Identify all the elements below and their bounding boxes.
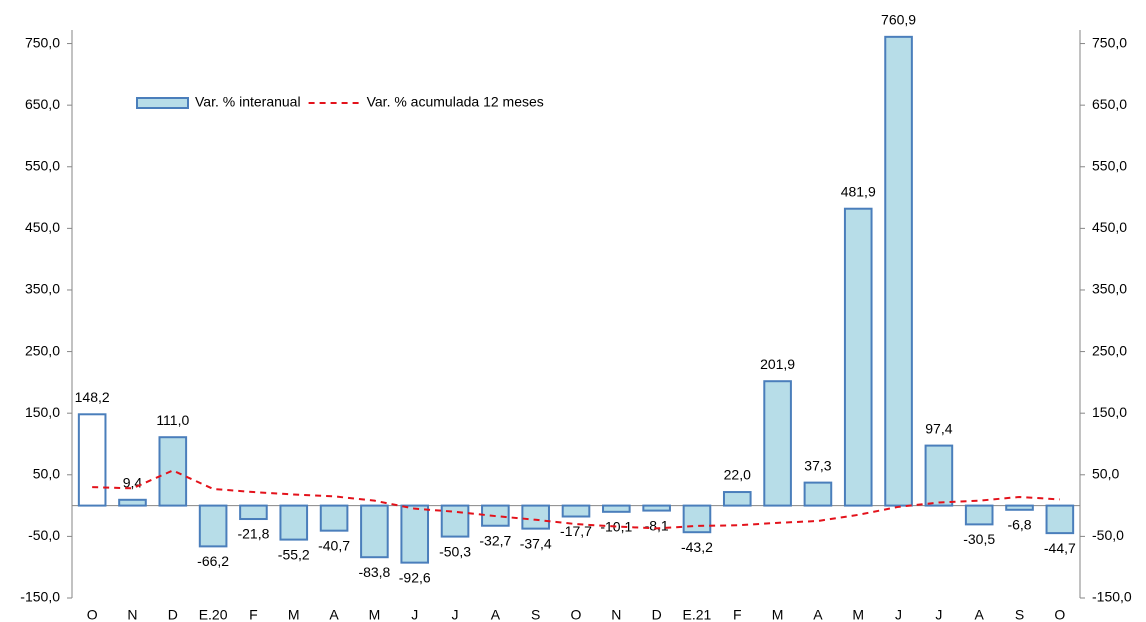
x-tick-label: F xyxy=(733,607,742,622)
y-tick-label: 450,0 xyxy=(25,219,60,235)
x-tick-label: O xyxy=(1054,607,1065,622)
x-tick-label: J xyxy=(452,607,459,622)
bar xyxy=(1045,504,1075,535)
x-tick-label: J xyxy=(895,607,902,622)
data-label: -55,2 xyxy=(278,546,310,562)
bar xyxy=(360,504,389,559)
legend-swatch xyxy=(136,97,189,109)
x-tick-label: O xyxy=(87,607,98,622)
y-tick-label: 550,0 xyxy=(25,157,60,173)
bar xyxy=(158,436,188,507)
data-label: -37,4 xyxy=(520,535,552,551)
x-tick-label: J xyxy=(935,607,942,622)
data-label: -17,7 xyxy=(560,523,592,539)
y-tick-label: -150,0 xyxy=(20,589,60,605)
bar xyxy=(884,35,913,507)
y-tick-label: 150,0 xyxy=(25,404,60,420)
data-label: -43,2 xyxy=(681,539,713,555)
bar xyxy=(642,504,671,512)
data-label: -83,8 xyxy=(358,564,390,580)
data-label: -32,7 xyxy=(479,532,511,548)
bar xyxy=(924,444,954,507)
x-tick-label: O xyxy=(571,607,582,622)
x-tick-label: S xyxy=(531,607,540,622)
y2-tick-label: 550,0 xyxy=(1092,157,1127,173)
data-label: 111,0 xyxy=(156,412,189,428)
y-tick-label: 650,0 xyxy=(25,96,60,112)
y2-tick-label: 250,0 xyxy=(1092,342,1127,358)
y-tick-label: 350,0 xyxy=(25,281,60,297)
x-tick-label: S xyxy=(1015,607,1024,622)
bar xyxy=(521,504,550,530)
bar xyxy=(319,504,349,532)
y2-tick-label: 150,0 xyxy=(1092,404,1127,420)
data-label: 201,9 xyxy=(760,356,795,372)
x-tick-label: D xyxy=(168,607,178,622)
x-tick-label: M xyxy=(369,607,381,622)
y-tick-label: 250,0 xyxy=(25,342,60,358)
data-label: -44,7 xyxy=(1044,540,1076,556)
x-tick-label: M xyxy=(852,607,864,622)
data-label: -10,1 xyxy=(600,519,632,535)
y2-tick-label: 650,0 xyxy=(1092,96,1127,112)
y2-tick-label: 350,0 xyxy=(1092,281,1127,297)
bar xyxy=(561,504,591,518)
bar xyxy=(964,504,994,526)
data-label: 148,2 xyxy=(75,389,110,405)
data-label: -92,6 xyxy=(399,569,431,585)
data-label: 37,3 xyxy=(804,457,831,473)
data-label: -8,1 xyxy=(645,517,669,533)
bar xyxy=(803,481,833,507)
y2-tick-label: -150,0 xyxy=(1092,589,1132,605)
bar xyxy=(198,504,228,548)
x-tick-label: N xyxy=(127,607,137,622)
data-label: 22,0 xyxy=(724,467,751,483)
y-tick-label: -50,0 xyxy=(28,527,60,543)
bar xyxy=(682,504,712,534)
data-label: -40,7 xyxy=(318,537,350,553)
y-tick-label: 750,0 xyxy=(25,34,60,50)
bar xyxy=(279,504,309,541)
x-tick-label: A xyxy=(813,607,823,622)
bar xyxy=(763,380,792,507)
bar xyxy=(239,504,268,521)
data-label: -50,3 xyxy=(439,543,471,559)
y2-tick-label: -50,0 xyxy=(1092,527,1124,543)
legend-label: Var. % interanual xyxy=(195,94,301,110)
bar xyxy=(440,504,470,538)
y2-tick-label: 750,0 xyxy=(1092,34,1127,50)
bar xyxy=(118,498,147,507)
y2-tick-label: 450,0 xyxy=(1092,219,1127,235)
data-label: -66,2 xyxy=(197,553,229,569)
bar xyxy=(722,491,752,507)
x-tick-label: J xyxy=(411,607,418,622)
x-tick-label: M xyxy=(288,607,300,622)
data-label: 97,4 xyxy=(925,420,952,436)
y-tick-label: 50,0 xyxy=(33,465,60,481)
x-tick-label: N xyxy=(611,607,621,622)
data-label: 481,9 xyxy=(841,183,876,199)
data-label: 760,9 xyxy=(881,12,916,28)
bar xyxy=(602,504,631,513)
data-label: -30,5 xyxy=(963,531,995,547)
legend-label: Var. % acumulada 12 meses xyxy=(367,94,544,110)
x-tick-label: F xyxy=(249,607,258,622)
x-tick-label: E.21 xyxy=(683,607,712,622)
data-label: -6,8 xyxy=(1007,516,1031,532)
x-tick-label: A xyxy=(975,607,985,622)
bar xyxy=(843,207,873,507)
bar xyxy=(400,504,430,564)
bar xyxy=(77,413,107,507)
x-tick-label: E.20 xyxy=(199,607,228,622)
line xyxy=(92,469,1060,530)
x-tick-label: A xyxy=(491,607,501,622)
data-label: -21,8 xyxy=(237,526,269,542)
x-tick-label: A xyxy=(329,607,339,622)
x-tick-label: D xyxy=(652,607,662,622)
bar xyxy=(1005,504,1034,511)
y2-tick-label: 50,0 xyxy=(1092,465,1119,481)
x-tick-label: M xyxy=(772,607,784,622)
